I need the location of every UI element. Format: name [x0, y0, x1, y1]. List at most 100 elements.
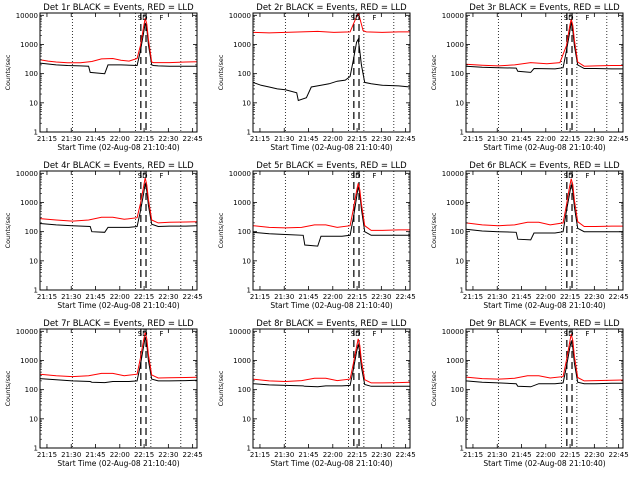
y-tick-label: 100: [451, 228, 464, 236]
y-tick-label: 10: [29, 257, 38, 265]
marker-sd: SD: [138, 14, 148, 22]
y-tick-label: 10: [242, 99, 251, 107]
y-tick-label: 1: [34, 129, 38, 137]
y-tick-label: 1: [34, 445, 38, 453]
y-tick-label: 100: [25, 228, 38, 236]
x-tick-label: 22:30: [158, 293, 178, 301]
x-tick-label: 21:45: [511, 135, 531, 143]
x-tick-label: 22:30: [158, 135, 178, 143]
y-tick-label: 1: [460, 129, 464, 137]
x-tick-label: 21:15: [463, 451, 483, 459]
x-tick-label: 22:15: [134, 451, 154, 459]
panel-7: Det 7r BLACK = Events, RED = LLD 21:15 21:…: [4, 319, 203, 468]
plot-frame: [39, 328, 198, 449]
y-tick-label: 1: [460, 287, 464, 295]
y-tick-label: 1000: [20, 199, 38, 207]
marker-sd: SD: [564, 172, 574, 180]
marker-sd: SD: [351, 172, 361, 180]
y-tick-label: 1000: [233, 41, 251, 49]
y-tick-label: 10000: [442, 12, 464, 20]
panel-2: Det 2r BLACK = Events, RED = LLD 21:15 21:…: [217, 3, 416, 152]
lld-line: [465, 18, 623, 67]
x-tick-label: 21:45: [511, 451, 531, 459]
y-tick-label: 10000: [442, 328, 464, 336]
y-tick-label: 1000: [446, 357, 464, 365]
x-axis-label: Start Time (02-Aug-08 21:10:40): [57, 301, 179, 310]
marker-f: F: [159, 14, 163, 22]
y-tick-label: 10000: [16, 170, 38, 178]
plot-frame: [39, 170, 198, 291]
x-tick-label: 22:00: [323, 451, 343, 459]
y-tick-label: 10000: [229, 12, 251, 20]
panel-5: Det 5r BLACK = Events, RED = LLD 21:15 21:…: [217, 161, 416, 310]
marker-f: F: [585, 14, 589, 22]
y-tick-label: 1: [247, 287, 251, 295]
y-tick-label: 1000: [233, 357, 251, 365]
marker-sd: SD: [351, 330, 361, 338]
y-tick-label: 10: [29, 99, 38, 107]
y-tick-label: 1: [247, 445, 251, 453]
x-tick-label: 21:30: [274, 293, 294, 301]
x-tick-label: 22:45: [183, 451, 203, 459]
panel-6: Det 6r BLACK = Events, RED = LLD 21:15 21:…: [430, 161, 629, 310]
x-tick-label: 21:45: [298, 451, 318, 459]
x-tick-label: 22:00: [536, 293, 556, 301]
x-tick-label: 22:15: [347, 135, 367, 143]
y-tick-label: 10: [455, 99, 464, 107]
y-tick-label: 10: [455, 415, 464, 423]
y-tick-label: 1000: [20, 41, 38, 49]
y-tick-label: 1000: [20, 357, 38, 365]
x-tick-label: 22:30: [584, 135, 604, 143]
plot-frame: [252, 12, 411, 133]
y-tick-label: 100: [25, 70, 38, 78]
x-tick-label: 21:45: [85, 451, 105, 459]
events-line: [252, 344, 410, 388]
plot-frame: [39, 12, 198, 133]
y-axis-label: Counts/sec: [217, 54, 225, 90]
x-axis-label: Start Time (02-Aug-08 21:10:40): [270, 143, 392, 152]
y-tick-label: 1: [460, 445, 464, 453]
panel-title: Det 4r BLACK = Events, RED = LLD: [43, 161, 194, 171]
marker-f: F: [159, 330, 163, 338]
x-tick-label: 21:45: [85, 293, 105, 301]
y-axis-label: Counts/sec: [217, 212, 225, 248]
lld-line: [39, 177, 198, 224]
y-tick-label: 100: [238, 386, 251, 394]
x-axis-label: Start Time (02-Aug-08 21:10:40): [57, 459, 179, 468]
marker-sd: SD: [138, 330, 148, 338]
x-tick-label: 22:00: [536, 135, 556, 143]
x-tick-label: 22:30: [371, 293, 391, 301]
events-line: [465, 184, 623, 241]
x-tick-label: 21:15: [37, 293, 57, 301]
y-tick-label: 100: [451, 70, 464, 78]
x-tick-label: 22:45: [609, 293, 629, 301]
plot-frame: [252, 328, 411, 449]
x-tick-label: 22:00: [323, 293, 343, 301]
x-tick-label: 22:45: [609, 451, 629, 459]
x-tick-label: 22:30: [584, 451, 604, 459]
x-tick-label: 21:15: [463, 293, 483, 301]
marker-f: F: [159, 172, 163, 180]
panel-title: Det 1r BLACK = Events, RED = LLD: [43, 3, 194, 13]
x-tick-label: 22:00: [110, 293, 130, 301]
x-tick-label: 22:15: [347, 451, 367, 459]
x-tick-label: 21:15: [250, 135, 270, 143]
x-tick-label: 22:30: [371, 451, 391, 459]
lld-line: [252, 338, 411, 384]
marker-f: F: [585, 330, 589, 338]
x-tick-label: 21:30: [487, 451, 507, 459]
y-tick-label: 10000: [16, 328, 38, 336]
marker-sd: SD: [564, 14, 574, 22]
y-tick-label: 10: [455, 257, 464, 265]
x-axis-label: Start Time (02-Aug-08 21:10:40): [270, 301, 392, 310]
x-tick-label: 22:15: [134, 293, 154, 301]
events-line: [465, 21, 623, 73]
events-line: [252, 186, 410, 247]
x-tick-label: 22:30: [371, 135, 391, 143]
x-tick-label: 22:30: [584, 293, 604, 301]
y-axis-label: Counts/sec: [4, 212, 12, 248]
marker-sd: SD: [351, 14, 361, 22]
plot-frame: [465, 328, 624, 449]
events-line: [39, 336, 198, 384]
